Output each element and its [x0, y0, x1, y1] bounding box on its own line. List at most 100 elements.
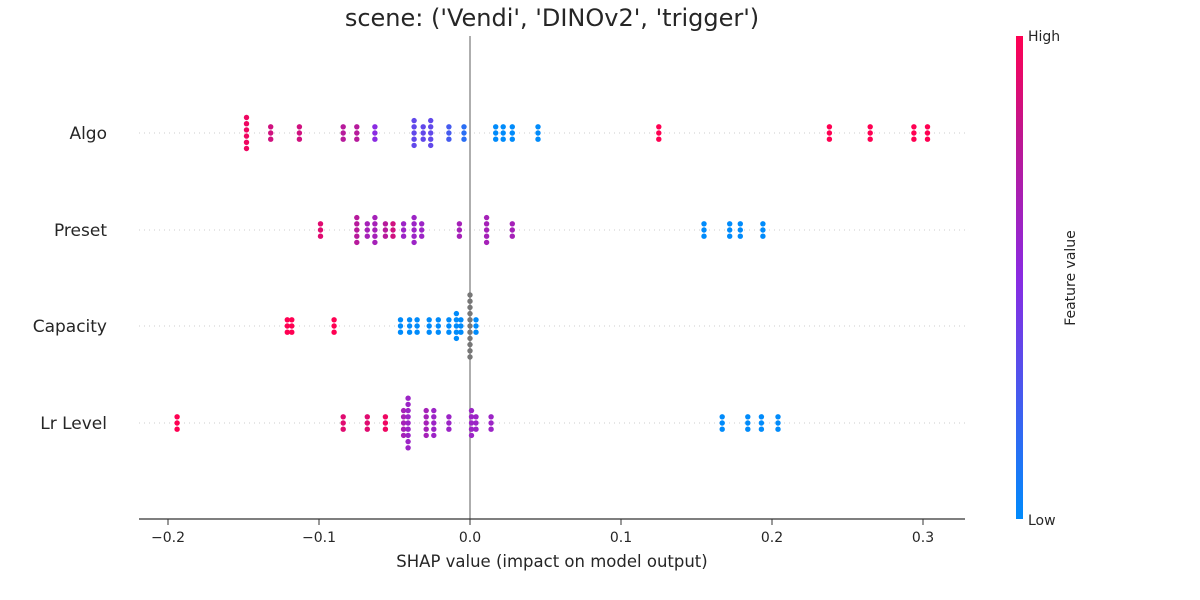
- shap-point: [405, 438, 411, 445]
- shap-point: [719, 420, 725, 426]
- shap-point: [431, 426, 437, 432]
- shap-point: [446, 136, 452, 142]
- shap-point: [431, 420, 437, 426]
- shap-point: [243, 127, 250, 133]
- shap-point: [317, 227, 324, 233]
- shap-point: [243, 121, 250, 127]
- shap-point: [405, 414, 411, 420]
- shap-point: [340, 426, 346, 432]
- shap-point: [456, 221, 463, 227]
- shap-point: [826, 130, 833, 136]
- shap-point: [400, 227, 407, 233]
- shap-point: [727, 233, 733, 239]
- shap-point: [446, 323, 452, 329]
- shap-point: [340, 414, 346, 420]
- shap-point: [354, 214, 360, 221]
- shap-point: [372, 227, 378, 233]
- shap-point: [473, 426, 479, 432]
- shap-point: [428, 130, 434, 136]
- shap-point: [414, 329, 420, 335]
- feature-label: Algo: [69, 124, 107, 144]
- shap-point: [467, 310, 473, 317]
- shap-point: [509, 124, 515, 130]
- shap-point: [924, 136, 931, 142]
- shap-point: [419, 221, 425, 227]
- shap-point: [243, 139, 250, 145]
- shap-point: [243, 145, 250, 152]
- shap-point: [509, 136, 515, 142]
- shap-point: [500, 124, 506, 130]
- shap-point: [382, 420, 389, 426]
- shap-point: [467, 329, 473, 335]
- shap-point: [390, 221, 396, 227]
- shap-point: [483, 214, 490, 221]
- shap-point: [431, 407, 437, 414]
- shap-point: [456, 227, 463, 233]
- shap-point: [354, 233, 360, 239]
- shap-point: [535, 124, 541, 130]
- shap-point: [406, 317, 413, 323]
- shap-point: [446, 317, 452, 323]
- shap-point: [535, 136, 541, 142]
- shap-point: [364, 420, 370, 426]
- shap-point: [473, 329, 479, 335]
- shap-point: [456, 233, 463, 239]
- shap-point: [458, 329, 464, 335]
- feature-label: Capacity: [33, 317, 107, 337]
- x-tick-label: 0.2: [761, 530, 783, 546]
- shap-point: [400, 407, 407, 414]
- x-axis-label: SHAP value (impact on model output): [396, 552, 707, 571]
- shap-point: [656, 124, 662, 130]
- shap-point: [382, 426, 389, 432]
- shap-point: [500, 136, 506, 142]
- shap-point: [483, 227, 490, 233]
- shap-point: [453, 335, 460, 342]
- shap-point: [467, 341, 473, 348]
- shap-point: [411, 227, 417, 233]
- shap-point: [414, 323, 420, 329]
- shap-point: [364, 227, 370, 233]
- shap-point: [468, 426, 475, 432]
- shap-point: [758, 426, 765, 432]
- shap-point: [727, 227, 733, 233]
- shap-point: [760, 221, 766, 227]
- shap-point: [701, 227, 707, 233]
- chart-title: scene: ('Vendi', 'DINOv2', 'trigger'): [345, 4, 759, 32]
- shap-point: [405, 407, 411, 414]
- shap-point: [483, 233, 490, 239]
- shap-point: [397, 323, 404, 329]
- shap-point: [268, 130, 274, 136]
- x-axis-ticks: −0.2 −0.1 0.0 0.1 0.2 0.3: [151, 519, 934, 546]
- shap-point: [411, 233, 417, 239]
- shap-point: [411, 130, 417, 136]
- shap-point: [467, 354, 473, 360]
- shap-point: [453, 323, 460, 329]
- shap-point: [284, 329, 290, 335]
- shap-point: [405, 432, 411, 439]
- shap-point: [411, 136, 417, 142]
- shap-point: [405, 420, 411, 426]
- shap-points: [174, 114, 931, 451]
- shap-point: [406, 329, 413, 335]
- shap-point: [458, 323, 464, 329]
- shap-point: [423, 407, 429, 414]
- shap-point: [174, 414, 180, 420]
- shap-point: [382, 414, 389, 420]
- shap-point: [435, 323, 441, 329]
- shap-point: [745, 426, 751, 432]
- shap-point: [701, 221, 707, 227]
- shap-point: [423, 426, 429, 432]
- shap-point: [493, 130, 499, 136]
- shap-point: [758, 414, 765, 420]
- shap-point: [296, 136, 303, 142]
- shap-point: [340, 130, 346, 136]
- shap-point: [372, 214, 378, 221]
- shap-point: [411, 221, 417, 227]
- shap-point: [535, 130, 541, 136]
- shap-point: [446, 420, 452, 426]
- shap-point: [419, 227, 425, 233]
- shap-point: [411, 214, 417, 221]
- shap-point: [737, 233, 743, 239]
- shap-point: [419, 233, 425, 239]
- shap-point: [467, 323, 473, 329]
